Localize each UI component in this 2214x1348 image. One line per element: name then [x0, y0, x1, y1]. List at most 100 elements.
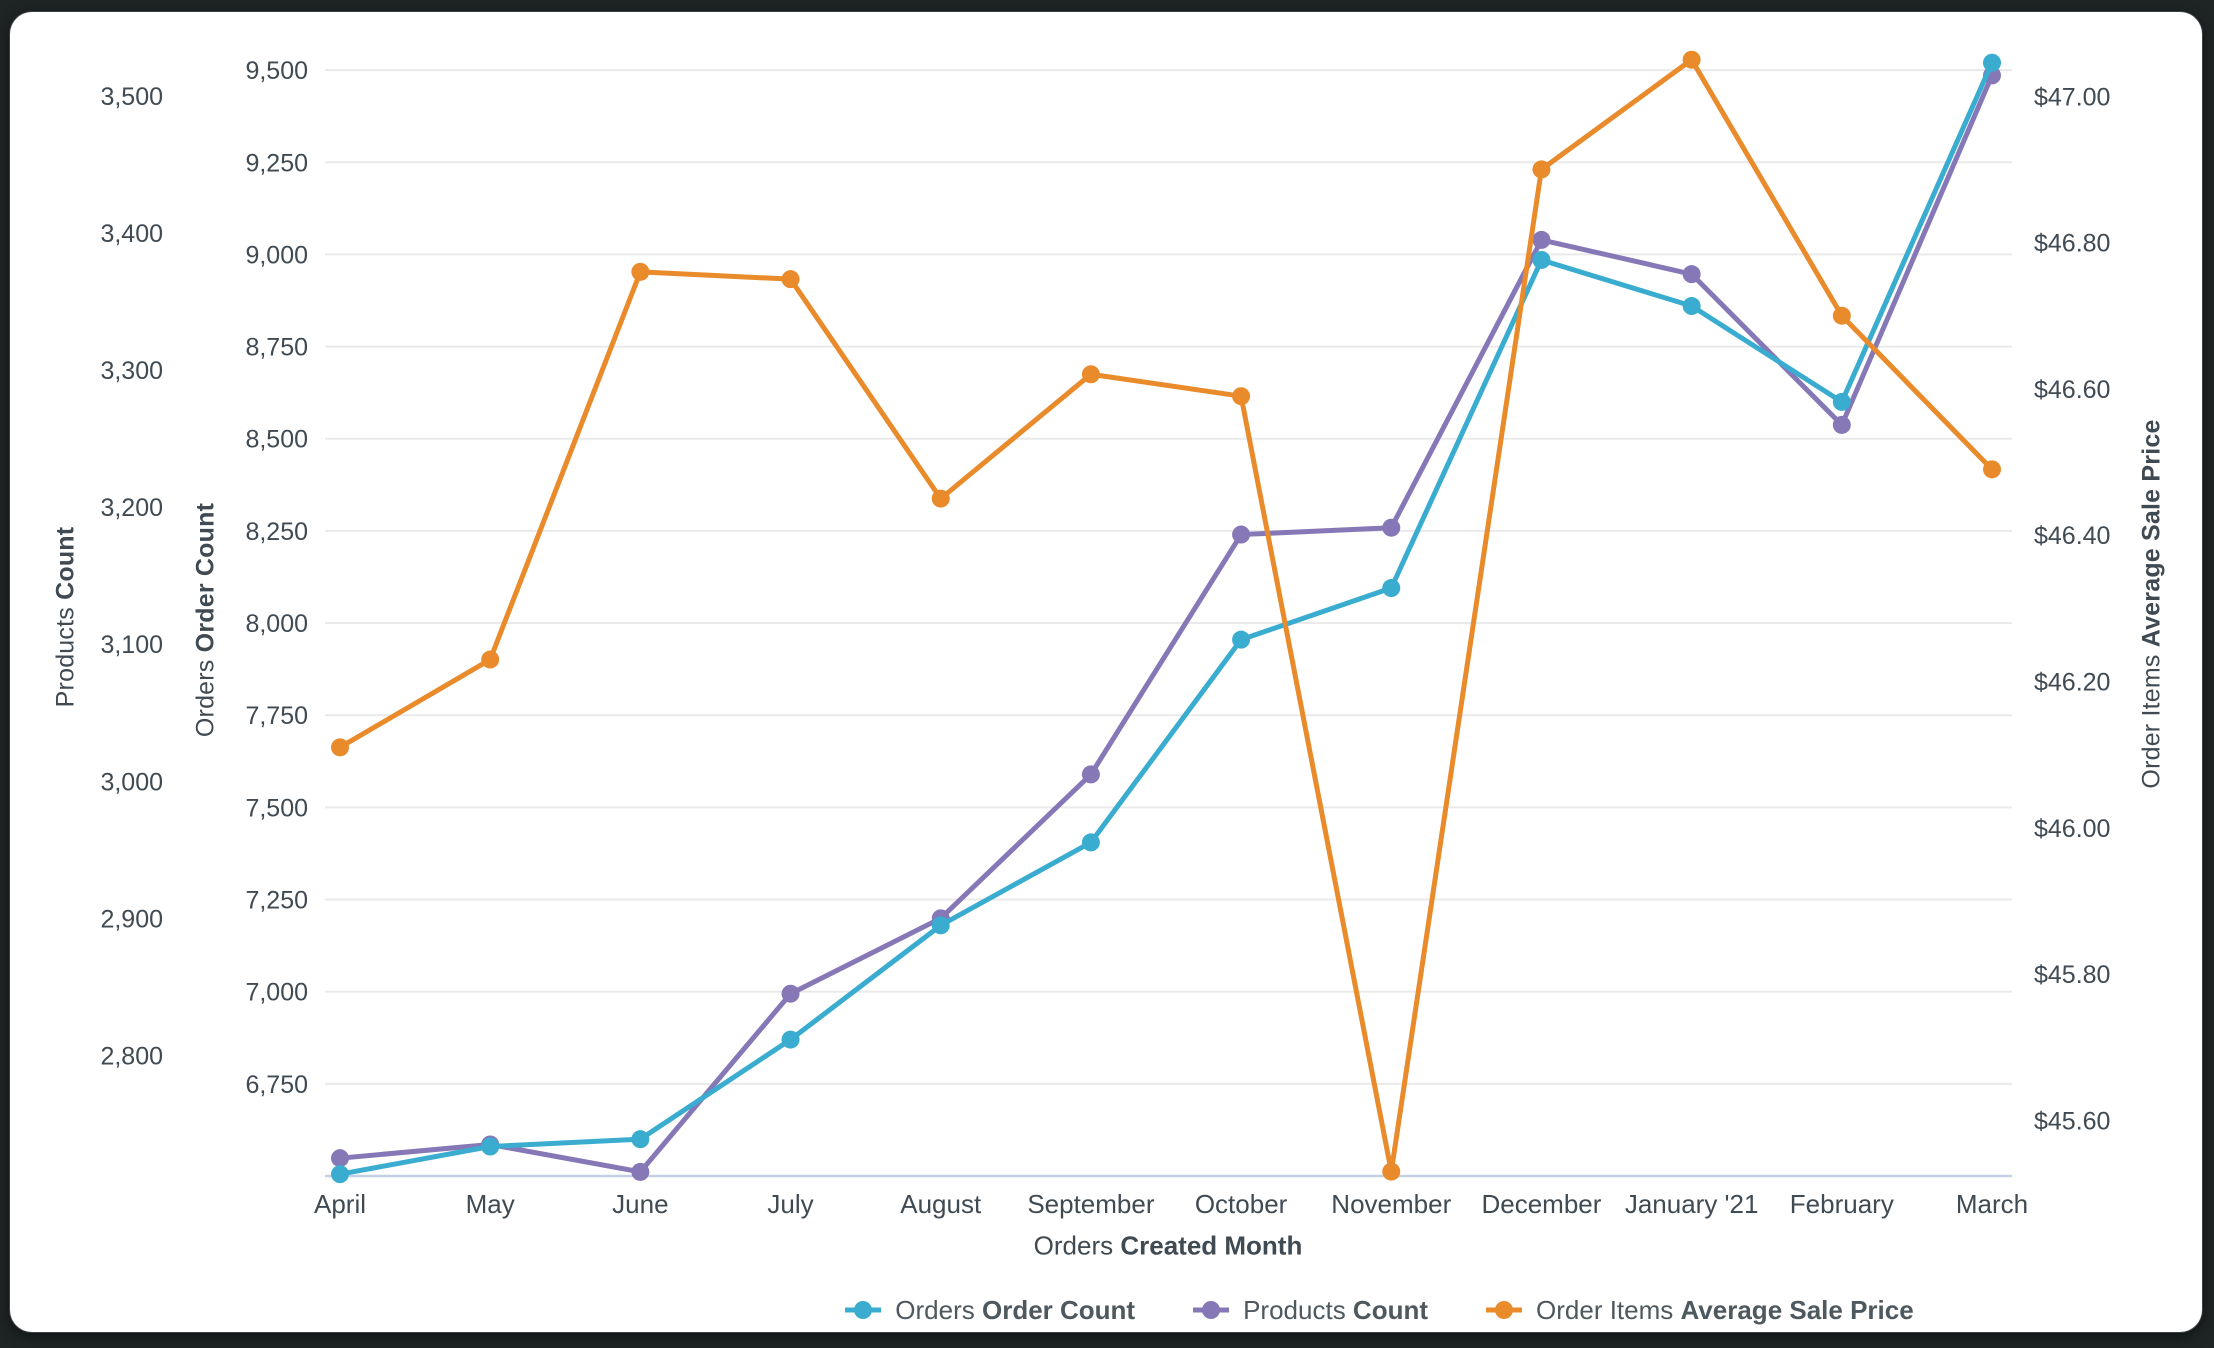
- orders-axis-tick-label: 8,250: [245, 518, 308, 546]
- products-axis-tick-label: 3,400: [100, 220, 163, 248]
- orders-axis-tick-label: 8,750: [245, 334, 308, 362]
- data-point-orders-order-count-july[interactable]: [781, 1030, 800, 1049]
- legend-item-orders-order-count[interactable]: Orders Order Count: [843, 1295, 1135, 1326]
- data-point-orders-order-count-june[interactable]: [631, 1130, 650, 1149]
- data-point-products-count-april[interactable]: [331, 1149, 349, 1168]
- price-axis-title-field: Average Sale Price: [2137, 419, 2166, 648]
- products-axis-tick-label: 3,500: [100, 83, 163, 111]
- price-axis-tick-label: $46.60: [2034, 376, 2110, 404]
- data-point-orders-order-count-october[interactable]: [1232, 630, 1251, 649]
- data-point-products-count-november[interactable]: [1382, 518, 1401, 537]
- data-point-orders-order-count-april[interactable]: [331, 1165, 349, 1184]
- legend-marker-icon: [1486, 1301, 1523, 1319]
- month-label: July: [767, 1189, 813, 1219]
- price-axis-tick-label: $45.60: [2034, 1107, 2110, 1135]
- products-axis-tick-label: 3,000: [100, 768, 163, 796]
- orders-axis-tick-label: 8,500: [245, 426, 308, 454]
- orders-axis-tick-label: 9,000: [245, 241, 308, 269]
- x-axis-title-view: Orders: [1033, 1230, 1114, 1261]
- legend-item-products-count[interactable]: Products Count: [1191, 1295, 1428, 1326]
- orders-axis-tick-label: 7,500: [245, 794, 308, 822]
- data-point-order-items-average-sale-price-october[interactable]: [1232, 387, 1251, 406]
- products-axis-tick-label: 3,200: [100, 494, 163, 522]
- data-point-orders-order-count-march[interactable]: [1983, 53, 2001, 72]
- data-point-products-count-october[interactable]: [1232, 525, 1251, 544]
- products-axis-tick-label: 2,900: [100, 905, 163, 933]
- month-label: November: [1331, 1189, 1451, 1219]
- data-point-orders-order-count-august[interactable]: [931, 916, 950, 935]
- products-axis-title-field: Count: [51, 526, 80, 600]
- orders-axis-tick-label: 7,250: [245, 887, 308, 915]
- data-point-order-items-average-sale-price-april[interactable]: [331, 738, 349, 757]
- orders-axis-tick-label: 9,500: [245, 57, 308, 85]
- price-axis-tick-label: $46.80: [2034, 230, 2110, 258]
- x-axis-title: Orders Created Month: [1034, 1231, 1303, 1262]
- month-label: April: [314, 1189, 366, 1219]
- data-point-order-items-average-sale-price-march[interactable]: [1983, 460, 2001, 479]
- series-line-orders-order-count: [337, 60, 1995, 1177]
- legend-marker-icon: [845, 1301, 882, 1319]
- price-axis-tick-label: $46.00: [2034, 815, 2110, 843]
- data-point-orders-order-count-november[interactable]: [1382, 579, 1401, 598]
- orders-axis-title: Orders Order Count: [192, 503, 221, 737]
- data-point-orders-order-count-january-21[interactable]: [1682, 297, 1701, 316]
- data-point-products-count-december[interactable]: [1532, 230, 1551, 249]
- legend-marker-icon: [1193, 1301, 1230, 1319]
- month-label: May: [466, 1189, 515, 1219]
- data-point-order-items-average-sale-price-december[interactable]: [1532, 160, 1551, 179]
- orders-axis-tick-label: 7,750: [245, 702, 308, 730]
- price-axis-title-view: Order Items: [2137, 654, 2166, 789]
- month-label: October: [1195, 1189, 1288, 1219]
- data-point-products-count-september[interactable]: [1081, 765, 1100, 784]
- orders-axis-tick-label: 7,000: [245, 979, 308, 1007]
- data-point-order-items-average-sale-price-june[interactable]: [631, 262, 650, 281]
- price-axis-tick-label: $47.00: [2034, 83, 2110, 111]
- orders-axis-tick-label: 9,250: [245, 149, 308, 177]
- products-axis-title-view: Products: [51, 607, 80, 708]
- price-axis-tick-label: $45.80: [2034, 961, 2110, 989]
- x-axis-title-field: Created Month: [1120, 1230, 1303, 1261]
- products-axis-tick-label: 3,300: [100, 357, 163, 385]
- data-point-orders-order-count-september[interactable]: [1081, 833, 1100, 852]
- month-label: January '21: [1625, 1189, 1759, 1219]
- month-label: June: [612, 1189, 668, 1219]
- chart-card: [10, 12, 2202, 1332]
- series-line-products-count: [337, 72, 1995, 1175]
- data-point-products-count-june[interactable]: [631, 1162, 650, 1181]
- legend-item-order-items-average-sale-price[interactable]: Order Items Average Sale Price: [1484, 1295, 1914, 1326]
- data-point-order-items-average-sale-price-february[interactable]: [1832, 306, 1851, 325]
- data-point-orders-order-count-december[interactable]: [1532, 250, 1551, 269]
- data-point-order-items-average-sale-price-september[interactable]: [1081, 365, 1100, 384]
- month-label: September: [1027, 1189, 1155, 1219]
- data-point-orders-order-count-february[interactable]: [1832, 392, 1851, 411]
- price-axis-title: Order Items Average Sale Price: [2138, 419, 2167, 788]
- orders-axis-tick-label: 8,000: [245, 610, 308, 638]
- orders-axis-tick-label: 6,750: [245, 1071, 308, 1099]
- legend-label: Order Items Average Sale Price: [1536, 1294, 1914, 1325]
- chart-legend: Orders Order Count Products Count Order It…: [535, 1288, 2214, 1332]
- legend-label: Orders Order Count: [895, 1294, 1136, 1325]
- orders-axis-title-field: Order Count: [191, 502, 220, 653]
- data-point-products-count-july[interactable]: [781, 984, 800, 1003]
- products-axis-tick-label: 3,100: [100, 631, 163, 659]
- data-point-order-items-average-sale-price-january-21[interactable]: [1682, 50, 1701, 69]
- data-point-order-items-average-sale-price-may[interactable]: [481, 650, 500, 669]
- price-axis-tick-label: $46.40: [2034, 522, 2110, 550]
- data-point-order-items-average-sale-price-november[interactable]: [1382, 1162, 1401, 1181]
- legend-label: Products Count: [1243, 1294, 1429, 1325]
- data-point-order-items-average-sale-price-july[interactable]: [781, 270, 800, 289]
- products-axis-title: Products Count: [52, 527, 81, 708]
- series-line-order-items-average-sale-price: [337, 57, 1995, 1175]
- month-label: February: [1790, 1189, 1894, 1219]
- month-label: March: [1956, 1189, 2028, 1219]
- orders-axis-title-view: Orders: [191, 659, 220, 738]
- price-axis-tick-label: $46.20: [2034, 668, 2110, 696]
- month-label: December: [1481, 1189, 1601, 1219]
- month-label: August: [900, 1189, 982, 1219]
- products-axis-tick-label: 2,800: [100, 1042, 163, 1070]
- data-point-products-count-february[interactable]: [1832, 415, 1851, 434]
- data-point-products-count-january-21[interactable]: [1682, 265, 1701, 284]
- data-point-orders-order-count-may[interactable]: [481, 1137, 500, 1156]
- data-point-order-items-average-sale-price-august[interactable]: [931, 489, 950, 508]
